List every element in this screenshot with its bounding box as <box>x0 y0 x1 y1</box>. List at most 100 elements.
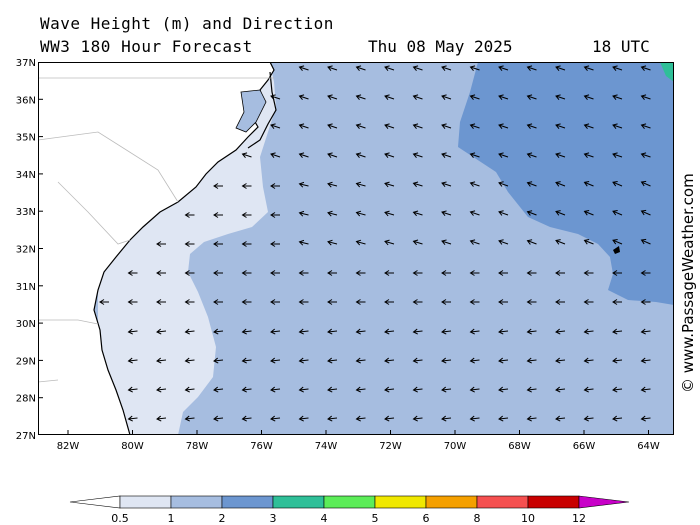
wave-arrow <box>156 415 167 422</box>
wave-arrow <box>156 357 167 364</box>
lat-label: 33N <box>16 207 36 218</box>
wave-arrow <box>384 152 395 158</box>
wave-arrow <box>441 386 452 393</box>
wave-arrow <box>127 328 138 335</box>
lat-label: 32N <box>16 245 36 256</box>
wave-arrow <box>612 386 623 393</box>
wave-arrow <box>469 357 480 364</box>
wave-arrow <box>498 328 509 335</box>
wave-arrow <box>441 94 452 100</box>
map-subtitle: WW3 180 Hour Forecast <box>40 37 253 56</box>
lon-label: 70W <box>444 441 467 452</box>
colorbar-swatch <box>425 495 478 509</box>
wave-arrow <box>555 239 566 245</box>
wave-arrow <box>612 328 623 335</box>
wave-arrow <box>498 357 509 364</box>
lon-label: 78W <box>186 441 209 452</box>
wave-arrow <box>469 65 480 71</box>
lon-label: 72W <box>379 441 402 452</box>
wave-arrow <box>241 357 252 364</box>
wave-arrow <box>498 65 509 71</box>
wave-arrow <box>469 210 480 216</box>
wave-arrow <box>555 181 566 187</box>
wave-arrow <box>441 123 452 129</box>
wave-arrow <box>298 210 309 217</box>
wave-height-colorbar: 0.5 1 2 3 4 5 6 8 10 12 <box>69 495 630 525</box>
wave-arrow <box>412 152 423 158</box>
outer-banks <box>247 71 277 149</box>
wave-arrow <box>184 212 195 218</box>
wave-arrow <box>640 152 651 158</box>
wave-arrow <box>384 239 395 246</box>
wave-arrow <box>355 270 366 276</box>
wave-arrow <box>384 415 395 422</box>
wave-arrow <box>412 357 423 364</box>
wave-arrow <box>469 94 480 100</box>
wave-arrow <box>498 210 509 216</box>
wave-arrow <box>384 123 395 129</box>
wave-arrow <box>327 65 338 71</box>
wave-arrow <box>612 94 623 100</box>
wave-arrow <box>156 328 167 335</box>
wave-arrow <box>384 328 395 335</box>
wave-arrow <box>441 299 451 305</box>
wave-arrow <box>640 386 651 393</box>
wave-map[interactable] <box>38 62 674 435</box>
wave-arrow <box>156 386 167 393</box>
wave-arrow <box>355 123 366 129</box>
wave-arrow <box>441 415 452 422</box>
wave-arrow <box>184 415 195 422</box>
wave-arrow <box>555 123 566 129</box>
lon-label: 66W <box>573 441 596 452</box>
wave-arrow <box>327 123 338 129</box>
lon-label: 74W <box>315 441 338 452</box>
wave-arrow <box>612 299 622 305</box>
wave-arrow <box>640 65 651 71</box>
wave-arrow <box>469 123 480 129</box>
wave-arrow <box>612 357 623 364</box>
wave-arrow <box>213 183 223 189</box>
wave-arrow <box>241 270 252 276</box>
wave-arrow <box>469 299 480 305</box>
wave-arrow <box>355 328 366 335</box>
colorbar-tick-label: 12 <box>572 512 586 525</box>
wave-arrow <box>213 270 223 276</box>
wave-arrow <box>213 299 223 305</box>
wave-arrow <box>184 386 195 393</box>
wave-arrow <box>384 94 395 100</box>
wave-arrow <box>298 239 309 246</box>
wave-arrow <box>270 183 280 189</box>
wave-arrow <box>612 238 623 245</box>
wave-arrow <box>583 181 594 187</box>
wave-arrow <box>327 181 338 188</box>
lat-label: 31N <box>16 282 36 293</box>
wave-arrow <box>298 181 309 188</box>
lat-label: 36N <box>16 95 36 106</box>
wave-arrow <box>498 299 508 305</box>
wave-arrow <box>270 299 280 305</box>
wave-arrow <box>99 299 109 305</box>
wave-arrow <box>526 181 537 187</box>
colorbar-high-cap <box>578 495 630 509</box>
wave-arrow <box>612 123 623 129</box>
wave-arrow <box>298 65 309 71</box>
wave-arrow <box>384 357 395 364</box>
wave-arrow <box>526 270 537 276</box>
wave-arrow <box>469 181 480 187</box>
colorbar-swatch <box>221 495 274 509</box>
wave-arrow <box>241 386 252 393</box>
wave-arrow <box>127 299 138 305</box>
wave-arrow <box>469 270 480 276</box>
wave-arrow <box>156 299 166 305</box>
wave-arrow <box>270 212 280 218</box>
wave-arrow <box>412 123 423 129</box>
credit-watermark: © www.PassageWeather.com <box>679 173 697 393</box>
wave-arrow <box>270 241 280 247</box>
pamlico-sound <box>235 89 267 133</box>
wave-arrow <box>270 94 281 100</box>
lon-label: 68W <box>508 441 531 452</box>
wave-arrow <box>184 299 195 305</box>
wave-arrow <box>412 181 423 188</box>
wave-arrow <box>583 123 594 129</box>
wave-arrow <box>583 94 594 100</box>
